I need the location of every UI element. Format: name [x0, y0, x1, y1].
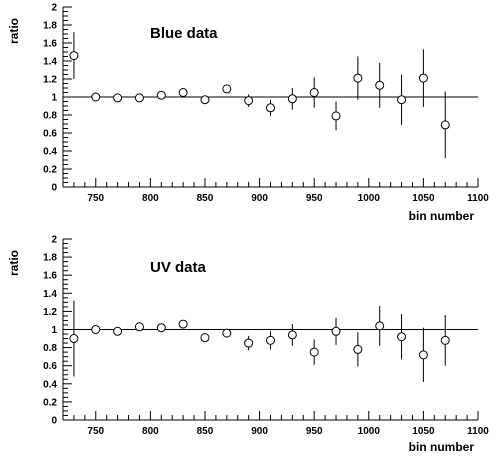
data-point	[178, 319, 188, 329]
data-point	[178, 88, 188, 97]
x-tick-label: 750	[87, 193, 104, 204]
y-tick-label: 0.2	[43, 397, 57, 408]
y-tick-label: 0	[51, 416, 57, 427]
y-tick-label: 0.4	[43, 147, 57, 158]
x-tick-label: 900	[251, 426, 268, 437]
y-tick-label: 1.2	[43, 307, 57, 318]
y-tick-label: 1	[51, 93, 57, 104]
x-tick-label: 800	[142, 426, 159, 437]
data-point	[309, 347, 319, 357]
data-point	[134, 93, 144, 103]
y-tick-label: 1.8	[43, 253, 57, 264]
data-point	[244, 338, 254, 348]
data-point	[287, 330, 297, 340]
data-point	[156, 90, 166, 100]
data-point	[266, 103, 275, 113]
y-tick-label: 1.8	[43, 21, 57, 32]
data-point	[91, 92, 101, 102]
x-tick-label: 1100	[467, 193, 489, 204]
y-tick-label: 0.2	[43, 165, 57, 176]
data-point	[69, 334, 79, 344]
data-point	[91, 325, 101, 334]
y-tick-label: 1.4	[43, 289, 57, 300]
data-point	[397, 95, 407, 105]
x-tick-label: 950	[306, 426, 323, 437]
data-point	[222, 328, 232, 338]
y-tick-label: 1.4	[43, 57, 57, 68]
y-tick-label: 1.6	[43, 271, 57, 282]
y-tick-label: 0.4	[43, 379, 57, 390]
data-point	[440, 120, 450, 130]
data-point	[353, 73, 363, 83]
uv-data-panel: 0 0.2 0.4 0.6 0.8 1 1.2 1.4 1.6 1.8 2 750 800 850 900 9…	[7, 235, 489, 455]
x-axis-label: bin number	[409, 209, 475, 223]
data-point	[353, 344, 363, 354]
x-tick-label: 1000	[358, 426, 381, 437]
y-axis-label: ratio	[7, 18, 21, 44]
data-point	[287, 94, 297, 104]
x-tick-label: 850	[197, 193, 214, 204]
y-tick-label: 1.6	[43, 39, 57, 50]
data-point	[375, 80, 385, 90]
data-point	[200, 333, 210, 343]
x-tick-label: 1000	[358, 193, 381, 204]
x-tick-label: 1100	[467, 426, 489, 437]
y-tick-label: 0	[51, 183, 57, 194]
y-tick-label: 0.8	[43, 343, 57, 354]
x-tick-label: 900	[251, 193, 268, 204]
x-tick-label: 850	[197, 426, 214, 437]
data-point	[418, 350, 428, 360]
y-tick-label: 2	[51, 3, 57, 14]
y-tick-label: 1	[51, 325, 57, 336]
y-tick-label: 1.2	[43, 75, 57, 86]
panel-title: Blue data	[150, 25, 218, 42]
y-tick-label: 0.8	[43, 111, 57, 122]
data-point	[397, 332, 407, 342]
y-tick-label: 0.6	[43, 361, 57, 372]
x-tick-label: 750	[87, 426, 104, 437]
data-point	[113, 93, 123, 103]
data-point	[200, 95, 210, 105]
data-point	[331, 326, 341, 336]
data-point	[222, 84, 232, 94]
x-tick-label: 1050	[412, 426, 435, 437]
x-axis-label: bin number	[409, 440, 475, 454]
x-tick-label: 950	[306, 193, 323, 204]
data-point	[309, 88, 319, 97]
x-tick-label: 1050	[412, 193, 435, 204]
blue-data-panel: 0 0.2 0.4 0.6 0.8 1 1.2 1.4 1.6 1.8 2 750 800 850 900 9…	[7, 3, 489, 224]
y-axis-label: ratio	[7, 250, 21, 276]
data-point	[69, 51, 79, 61]
data-point	[331, 111, 341, 121]
data-point	[266, 335, 275, 345]
data-point	[375, 321, 385, 331]
data-point	[244, 96, 254, 106]
data-point	[440, 335, 450, 345]
data-point	[113, 326, 123, 336]
x-tick-label: 800	[142, 193, 159, 204]
panel-title: UV data	[150, 259, 207, 276]
y-tick-label: 0.6	[43, 129, 57, 140]
data-point	[134, 322, 144, 332]
y-tick-label: 2	[51, 235, 57, 246]
data-point	[156, 323, 166, 333]
data-point	[418, 73, 428, 83]
